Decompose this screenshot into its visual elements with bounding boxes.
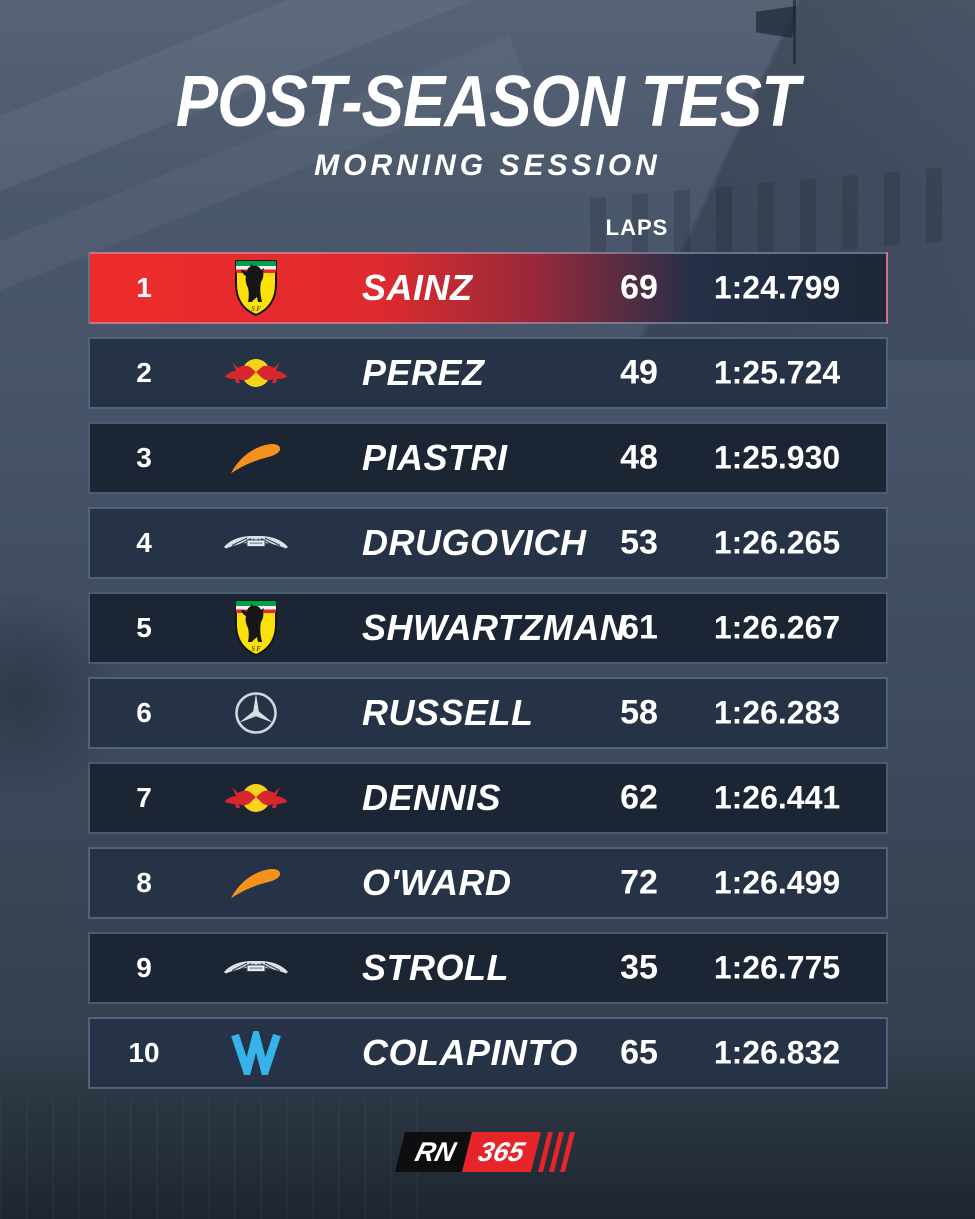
position: 3 xyxy=(136,442,152,473)
position: 7 xyxy=(136,782,152,813)
driver-name: RUSSELL xyxy=(362,692,534,733)
laps-count: 35 xyxy=(620,948,658,987)
ferrari-logo-icon: S F xyxy=(216,594,296,662)
lap-time: 1:25.724 xyxy=(713,354,841,391)
astonmartin-logo-icon xyxy=(216,509,296,577)
background-flagpole xyxy=(793,0,796,64)
table-row: 9 STROLL 35 1:26.775 xyxy=(88,932,888,1004)
williams-logo-icon xyxy=(216,1019,296,1087)
mclaren-logo-icon xyxy=(216,424,296,492)
driver-name: O'WARD xyxy=(362,862,512,903)
position: 9 xyxy=(136,952,152,983)
laps-count: 72 xyxy=(620,863,658,902)
laps-count: 62 xyxy=(620,778,658,817)
mclaren-logo-icon xyxy=(216,849,296,917)
astonmartin-logo-icon xyxy=(216,934,296,1002)
driver-name: DENNIS xyxy=(362,777,502,818)
rn365-logo-red-block: 365 xyxy=(461,1132,541,1172)
lap-time: 1:26.441 xyxy=(713,779,841,816)
lap-time: 1:25.930 xyxy=(713,439,841,476)
rn365-logo-365: 365 xyxy=(474,1136,528,1167)
driver-name: DRUGOVICH xyxy=(362,522,587,563)
rn365-logo-rn: RN xyxy=(411,1136,459,1167)
position: 10 xyxy=(128,1037,160,1068)
laps-count: 53 xyxy=(620,523,658,562)
laps-count: 48 xyxy=(620,438,658,477)
redbull-logo-icon xyxy=(216,339,296,407)
driver-name: PIASTRI xyxy=(362,437,508,478)
results-table: 1 S F SAINZ 69 1:24.799 2 xyxy=(88,252,888,1102)
background-flag xyxy=(756,6,796,38)
table-row: 6 RUSSELL 58 1:26.283 xyxy=(88,677,888,749)
driver-name: SHWARTZMAN xyxy=(362,607,627,648)
session-subtitle: MORNING SESSION xyxy=(314,149,661,182)
svg-text:S F: S F xyxy=(251,305,261,313)
lap-time: 1:26.832 xyxy=(713,1034,841,1071)
table-row: 3 PIASTRI 48 1:25.930 xyxy=(88,422,888,494)
laps-column-header: LAPS xyxy=(605,215,669,240)
lap-time: 1:26.499 xyxy=(713,864,841,901)
laps-count: 49 xyxy=(620,353,658,392)
rn365-logo: RN 365 xyxy=(394,1132,580,1172)
driver-name: COLAPINTO xyxy=(362,1032,578,1073)
position: 4 xyxy=(136,527,152,558)
laps-count: 65 xyxy=(620,1033,658,1072)
laps-count: 69 xyxy=(620,268,658,307)
driver-name: PEREZ xyxy=(362,352,485,393)
table-row: 2 PEREZ 49 1:25.724 xyxy=(88,337,888,409)
laps-count: 58 xyxy=(620,693,658,732)
table-row: 4 DRUGOVICH 53 1:26.265 xyxy=(88,507,888,579)
lap-time: 1:26.267 xyxy=(713,609,841,646)
background-fence xyxy=(0,1099,440,1219)
redbull-logo-icon xyxy=(216,764,296,832)
lap-time: 1:24.799 xyxy=(713,269,841,306)
rn365-logo-stripes xyxy=(537,1132,581,1172)
page-title: POST-SEASON TEST xyxy=(175,62,800,142)
driver-name: SAINZ xyxy=(362,267,473,308)
table-row: 5 S F SHWARTZMAN 61 1:26.267 xyxy=(88,592,888,664)
lap-time: 1:26.265 xyxy=(713,524,841,561)
svg-text:S F: S F xyxy=(251,645,261,653)
position: 6 xyxy=(136,697,152,728)
table-row: 1 S F SAINZ 69 1:24.799 xyxy=(88,252,888,324)
lap-time: 1:26.775 xyxy=(713,949,841,986)
table-row: 7 DENNIS 62 1:26.441 xyxy=(88,762,888,834)
position: 2 xyxy=(136,357,152,388)
lap-time: 1:26.283 xyxy=(713,694,841,731)
table-row: 8 O'WARD 72 1:26.499 xyxy=(88,847,888,919)
rn365-logo-black-block: RN xyxy=(394,1132,472,1172)
laps-count: 61 xyxy=(620,608,658,647)
table-row: 10 COLAPINTO 65 1:26.832 xyxy=(88,1017,888,1089)
driver-name: STROLL xyxy=(362,947,509,988)
ferrari-logo-icon: S F xyxy=(216,254,296,322)
position: 8 xyxy=(136,867,152,898)
position: 1 xyxy=(136,272,152,303)
mercedes-logo-icon xyxy=(216,679,296,747)
position: 5 xyxy=(136,612,152,643)
